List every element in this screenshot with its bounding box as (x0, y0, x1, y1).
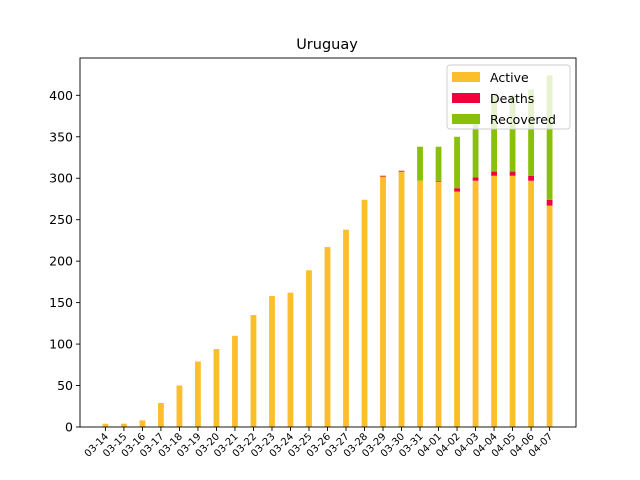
y-tick-label: 400 (49, 88, 73, 103)
bar-active-04-04 (491, 175, 497, 427)
bar-active-03-29 (380, 176, 386, 427)
bar-active-03-22 (250, 315, 257, 427)
bar-active-03-16 (139, 420, 146, 427)
legend-label-active: Active (490, 70, 529, 85)
bar-active-03-26 (324, 247, 331, 427)
bar-deaths-03-29 (380, 175, 386, 177)
legend-swatch-recovered (452, 114, 480, 124)
legend-swatch-active (452, 72, 480, 82)
bar-active-03-20 (213, 349, 220, 427)
y-tick-label: 200 (49, 254, 73, 269)
bar-active-04-06 (528, 180, 534, 427)
bar-active-04-07 (546, 205, 553, 427)
bar-active-03-14 (102, 423, 109, 427)
bar-deaths-04-01 (435, 180, 442, 182)
y-tick-label: 250 (49, 212, 73, 227)
y-tick-label: 350 (49, 129, 73, 144)
y-tick-label: 100 (49, 337, 73, 352)
bar-deaths-04-04 (491, 171, 497, 176)
bar-recovered-04-04 (491, 95, 497, 172)
y-tick-label: 300 (49, 171, 73, 186)
bar-active-03-23 (269, 295, 275, 427)
bar-deaths-04-05 (509, 171, 516, 176)
bar-active-03-19 (195, 361, 201, 427)
bar-active-03-18 (176, 385, 183, 427)
bar-recovered-04-07 (546, 75, 553, 200)
bar-active-03-27 (343, 229, 349, 427)
bar-active-03-21 (232, 335, 238, 427)
legend-swatch-deaths (452, 93, 480, 103)
chart-title: Uruguay (296, 37, 358, 53)
bar-recovered-04-02 (454, 136, 460, 189)
bar-deaths-04-02 (454, 188, 460, 192)
bar-deaths-04-03 (472, 177, 479, 181)
bar-active-03-30 (398, 171, 405, 427)
bar-active-04-02 (454, 191, 460, 427)
bar-active-04-01 (435, 181, 442, 427)
bar-active-04-03 (472, 180, 479, 427)
bar-deaths-04-06 (528, 175, 534, 181)
bar-active-03-31 (417, 180, 423, 427)
bar-recovered-03-31 (417, 146, 423, 181)
bar-active-03-28 (361, 199, 368, 427)
legend-label-recovered: Recovered (490, 112, 556, 127)
plot-frame (79, 57, 577, 428)
bar-active-03-25 (306, 270, 312, 427)
legend-label-deaths: Deaths (490, 91, 534, 106)
bar-deaths-03-30 (398, 170, 405, 172)
y-tick-label: 0 (65, 420, 73, 435)
y-tick-label: 150 (49, 295, 73, 310)
bar-recovered-04-05 (509, 95, 516, 172)
bar-recovered-04-03 (472, 123, 479, 178)
bar-active-03-24 (287, 292, 294, 427)
bar-active-04-05 (509, 175, 516, 427)
y-tick-label: 50 (57, 378, 73, 393)
bar-recovered-04-06 (528, 89, 534, 176)
bar-active-03-17 (158, 402, 164, 427)
bar-active-03-15 (121, 423, 127, 427)
bars-layer (102, 75, 553, 427)
legend: Active Deaths Recovered (446, 64, 571, 130)
bar-deaths-04-07 (546, 199, 553, 206)
bar-recovered-04-01 (435, 146, 442, 181)
